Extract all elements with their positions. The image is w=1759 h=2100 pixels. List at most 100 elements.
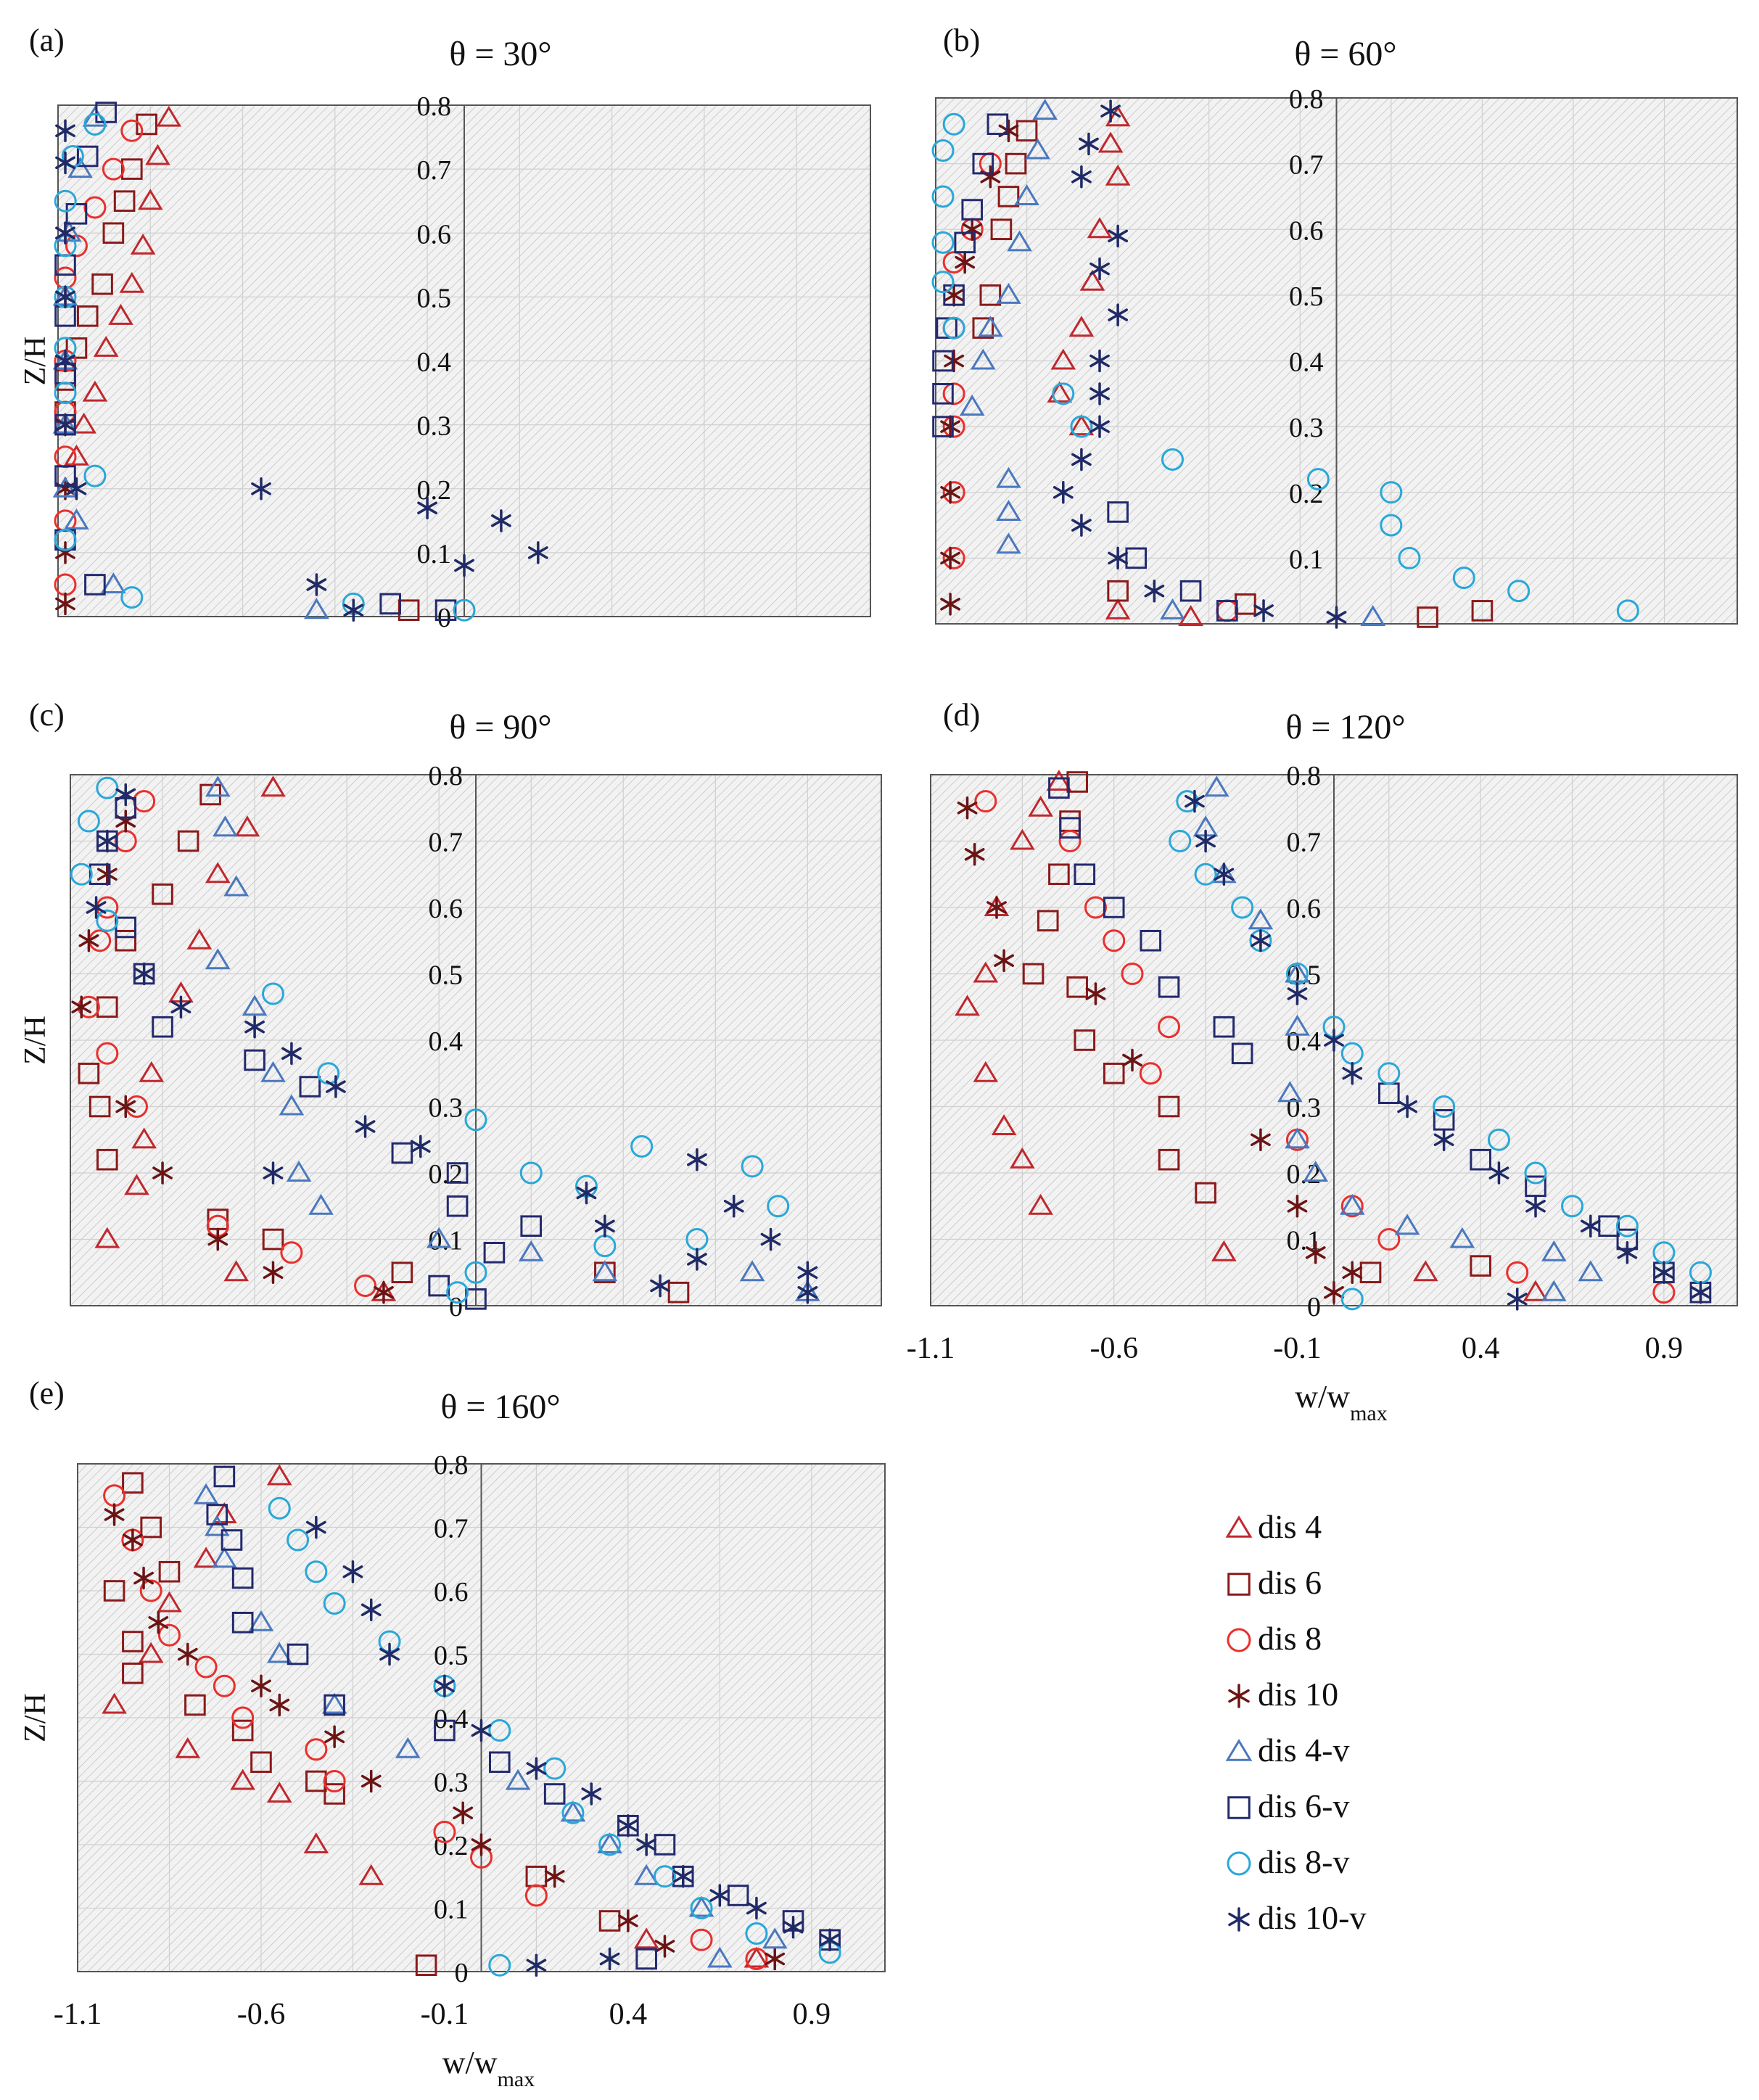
data-point [1541, 1280, 1567, 1301]
data-point [65, 203, 88, 225]
data-point [723, 1195, 744, 1218]
data-point [1074, 863, 1096, 886]
data-point [1032, 99, 1058, 120]
data-point [119, 271, 145, 293]
data-point [1285, 961, 1310, 983]
y-tick-label: 0.6 [1287, 894, 1322, 924]
data-point [306, 573, 327, 596]
data-point [1084, 896, 1107, 919]
series-dis-8-v [70, 776, 790, 1304]
data-point [94, 1227, 120, 1248]
data-point [55, 413, 75, 437]
data-point [783, 1916, 804, 1939]
panel-d: 00.10.20.30.40.50.60.70.8-1.1 -0.6 -0.1 0.4… [907, 697, 1738, 1425]
x-axis-label: w/wmax [1295, 1379, 1387, 1425]
data-point [1690, 1280, 1711, 1304]
data-point [1048, 863, 1070, 886]
y-tick-label: 0.4 [429, 1026, 464, 1057]
data-point [342, 1560, 363, 1584]
data-point [527, 541, 548, 564]
data-point [303, 1832, 329, 1853]
data-point [996, 282, 1021, 304]
data-point [1079, 132, 1099, 156]
data-point [690, 1928, 713, 1951]
y-tick-label: 0.6 [434, 1577, 469, 1607]
data-point [464, 1108, 487, 1132]
data-point [1125, 547, 1148, 569]
data-point [415, 1954, 437, 1977]
data-point [139, 1579, 162, 1602]
data-point [93, 335, 119, 357]
panel-label: (d) [943, 697, 980, 733]
series-dis-8-v [931, 112, 1639, 622]
data-point [1598, 1215, 1620, 1238]
data-point [687, 1148, 707, 1172]
data-point [324, 1783, 345, 1805]
panel-c: 00.10.20.30.40.50.60.70.8(c) θ = 90°Z/H [19, 697, 882, 1322]
data-point [395, 1737, 421, 1758]
data-point [96, 829, 118, 853]
y-tick-label: 0.8 [1289, 84, 1324, 115]
data-point [321, 1692, 347, 1714]
series-dis-4 [94, 775, 397, 1301]
data-point [323, 1770, 346, 1792]
legend-label: dis 10-v [1258, 1899, 1367, 1936]
data-point [1380, 514, 1403, 537]
data-point [231, 1611, 254, 1634]
series-dis-6 [103, 1472, 621, 1977]
data-point [1087, 217, 1113, 239]
data-point [260, 775, 286, 797]
y-tick-label: 0.8 [429, 761, 464, 791]
data-point [268, 1496, 291, 1520]
legend-label: dis 8 [1258, 1620, 1322, 1657]
data-point [520, 1215, 543, 1238]
data-point [96, 1042, 119, 1065]
data-point [304, 598, 329, 619]
data-point [820, 1928, 840, 1951]
data-point [453, 1801, 474, 1824]
data-point [594, 1214, 615, 1238]
data-point [1140, 929, 1162, 952]
data-point [354, 1275, 377, 1298]
data-point [379, 1642, 400, 1666]
data-point [55, 119, 75, 142]
data-point [943, 284, 965, 306]
panel-label: (c) [29, 697, 65, 733]
data-point [1359, 1261, 1382, 1284]
data-point [446, 1162, 469, 1184]
data-point [1251, 1128, 1271, 1151]
data-point [184, 1694, 206, 1716]
series-dis-6-v [932, 113, 1238, 622]
data-point [65, 337, 88, 359]
data-point [1617, 1241, 1638, 1264]
data-point [1433, 1128, 1454, 1151]
data-point [213, 815, 238, 837]
data-point [323, 1592, 346, 1615]
series-dis-4-v [205, 775, 820, 1301]
data-point [1071, 514, 1092, 537]
data-point [1010, 828, 1035, 850]
data-point [1377, 1062, 1401, 1085]
data-point [102, 1692, 127, 1714]
legend-marker [1228, 1907, 1250, 1932]
data-point [355, 1115, 376, 1138]
data-point [88, 863, 111, 886]
data-point [1028, 1193, 1053, 1215]
data-point [104, 1503, 125, 1526]
data-point [1397, 1095, 1417, 1119]
data-point [1525, 1195, 1546, 1218]
data-point [131, 1127, 157, 1149]
data-point [977, 316, 1003, 337]
data-point [1010, 1147, 1035, 1169]
data-point [765, 1947, 786, 1971]
data-point [1506, 1261, 1529, 1284]
y-tick-label: 0 [1307, 1292, 1321, 1322]
data-point [248, 1610, 274, 1631]
data-point [996, 500, 1021, 521]
data-point [543, 1783, 566, 1805]
data-point [71, 995, 92, 1018]
data-point [152, 1161, 173, 1185]
data-point [434, 599, 457, 621]
data-point [1305, 1241, 1326, 1264]
data-point [942, 316, 965, 339]
